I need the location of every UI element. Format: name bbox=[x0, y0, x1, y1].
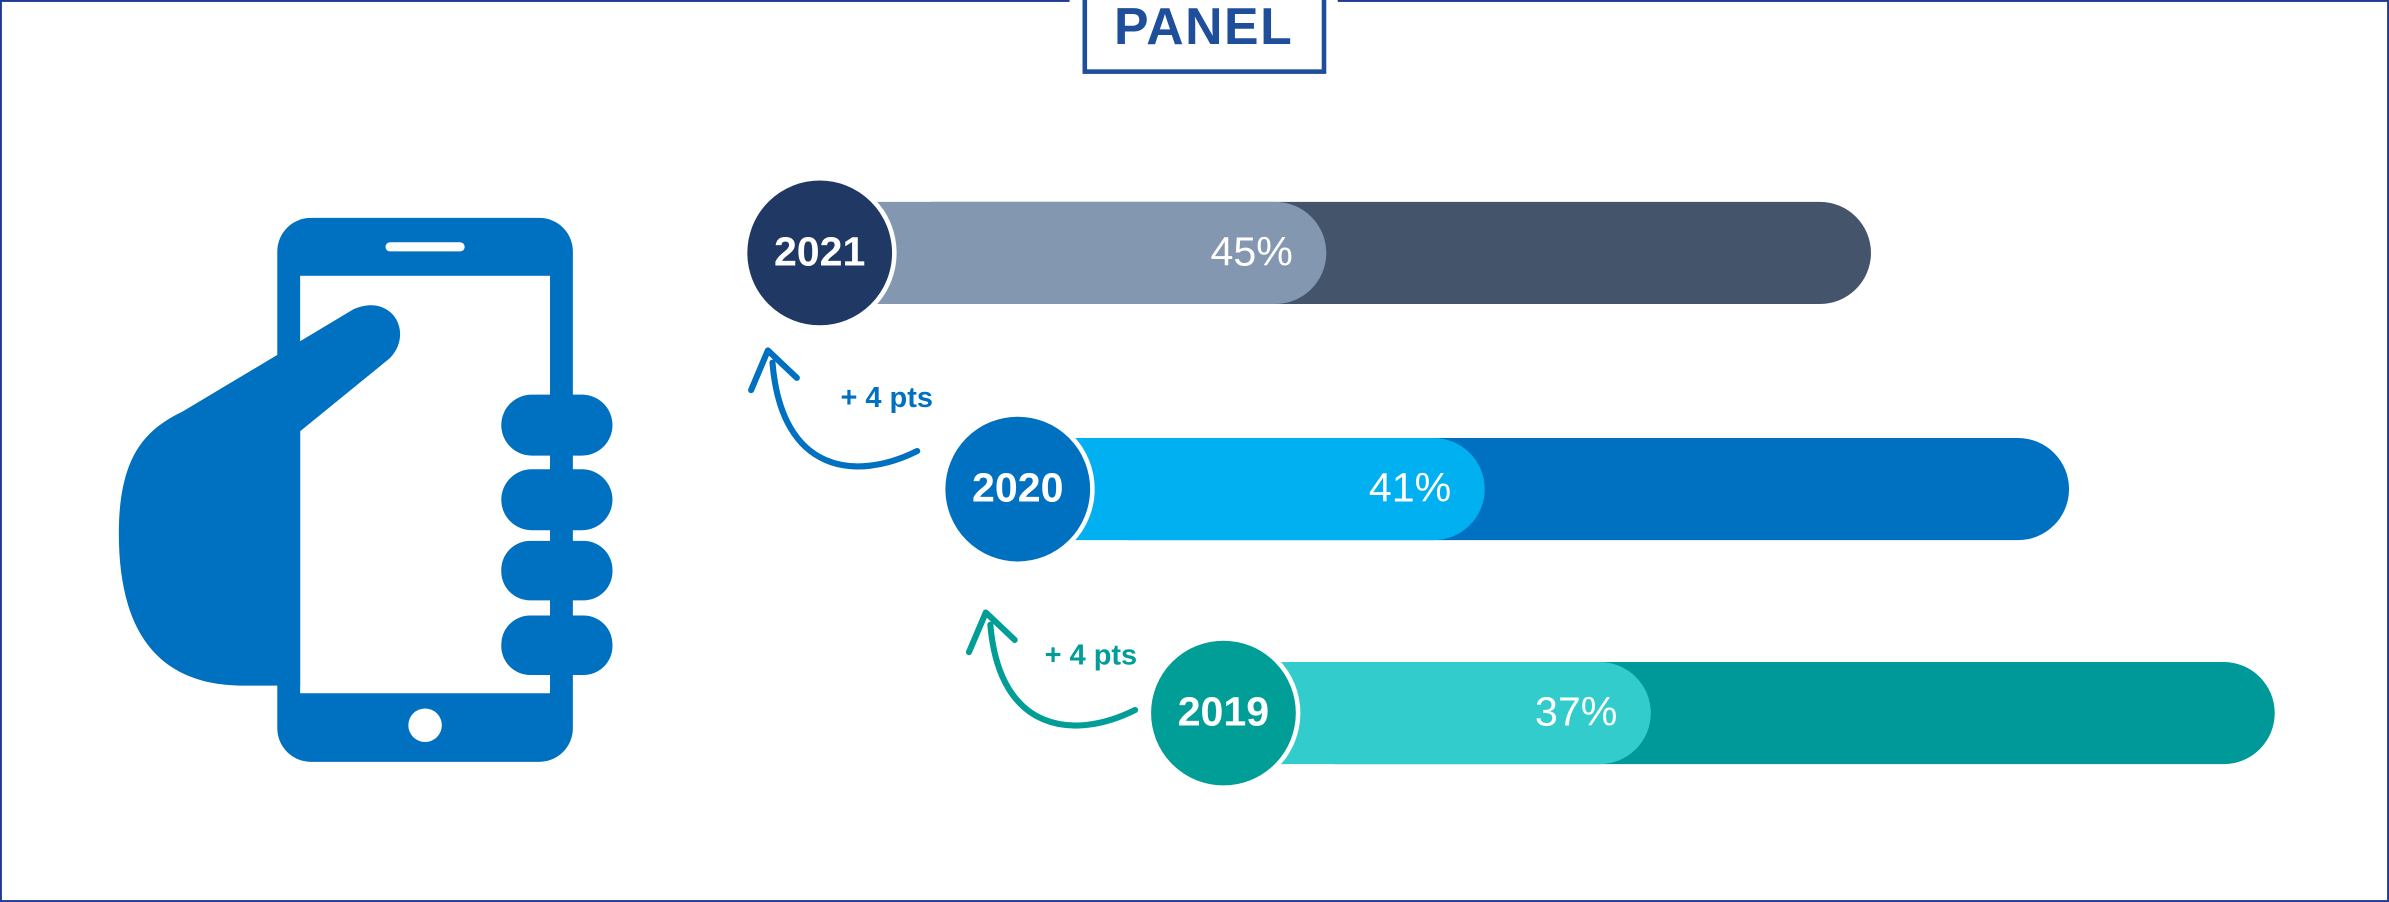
annotation: + 4 pts bbox=[840, 382, 932, 414]
finger bbox=[501, 615, 613, 675]
arrow bbox=[769, 359, 921, 470]
year-label: 2020 bbox=[972, 464, 1064, 510]
phone-icon bbox=[118, 217, 613, 762]
bar bbox=[819, 201, 1327, 304]
logo-box bbox=[1082, 0, 1327, 74]
arrow bbox=[987, 621, 1139, 729]
phone-speaker bbox=[385, 242, 465, 252]
bar bbox=[1017, 438, 1485, 541]
finger bbox=[501, 540, 613, 601]
value-label: 41% bbox=[1369, 464, 1451, 510]
year-circle bbox=[1146, 636, 1301, 791]
arrow-head bbox=[965, 609, 1018, 656]
hand bbox=[118, 305, 401, 686]
phone-button bbox=[408, 708, 442, 743]
logo: PANEL bbox=[1114, 0, 1293, 55]
finger bbox=[501, 394, 613, 456]
year-label: 2019 bbox=[1178, 688, 1269, 734]
annotation: + 4 pts bbox=[1045, 639, 1137, 671]
year-circle bbox=[940, 412, 1095, 567]
arrow-head bbox=[748, 347, 800, 394]
year-circle bbox=[742, 175, 897, 330]
value-label: 45% bbox=[1210, 228, 1292, 274]
bar bbox=[1223, 662, 1651, 765]
finger bbox=[501, 469, 613, 531]
value-label: 37% bbox=[1535, 688, 1617, 734]
year-label: 2021 bbox=[774, 228, 866, 274]
